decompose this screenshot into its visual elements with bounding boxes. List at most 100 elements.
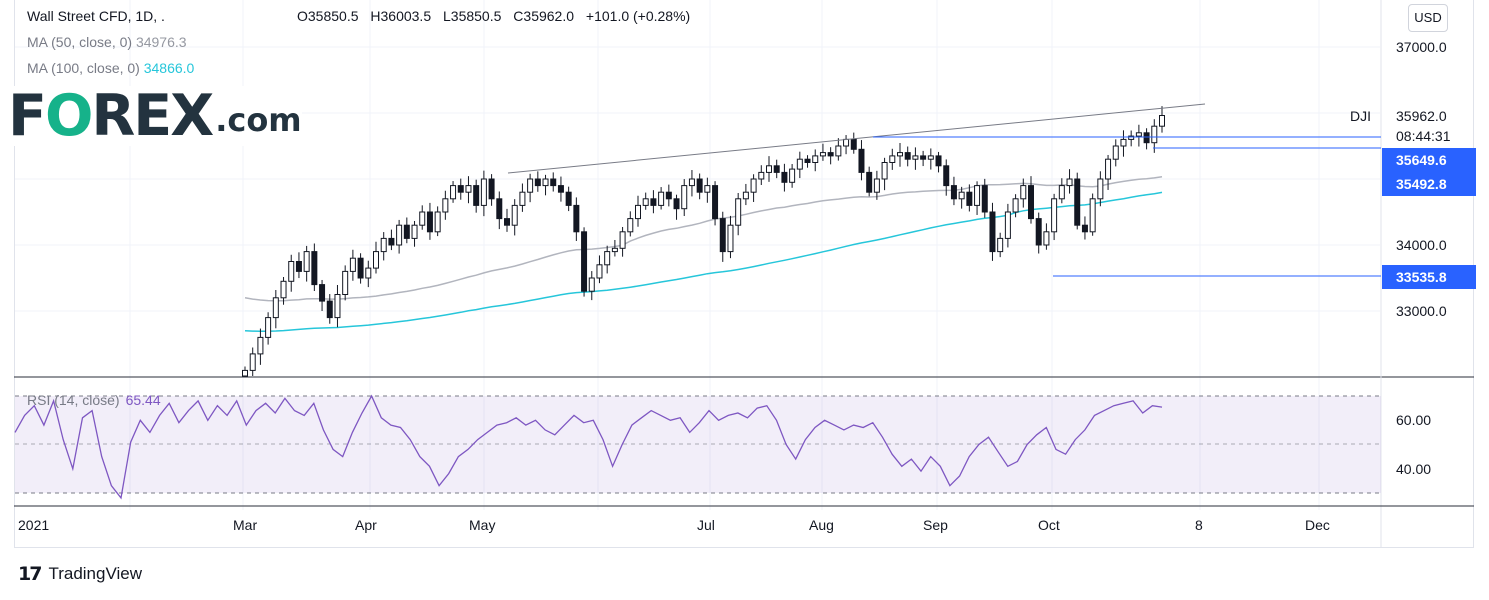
candle-body xyxy=(619,231,626,249)
candle-body xyxy=(658,191,665,206)
candle-body xyxy=(1066,178,1073,187)
candle-body xyxy=(1112,145,1119,160)
ohlc-open: O35850.5 xyxy=(297,8,359,24)
candle-body xyxy=(527,178,534,193)
candle-body xyxy=(812,155,819,163)
candle-body xyxy=(742,191,749,200)
candle-body xyxy=(681,185,688,210)
time-tick: Jul xyxy=(697,517,715,533)
candle-body xyxy=(504,218,510,226)
candle-body xyxy=(373,251,379,269)
ticker-label: DJI xyxy=(1350,108,1371,124)
price-tick: 33000.0 xyxy=(1396,303,1447,319)
candle-body xyxy=(519,191,526,206)
candle-body xyxy=(1058,185,1065,200)
time-tick: Aug xyxy=(809,517,834,533)
rsi-tick: 60.00 xyxy=(1396,412,1432,428)
candle-body xyxy=(334,294,341,319)
candle-body xyxy=(642,198,649,206)
candle-body xyxy=(850,138,857,150)
brand-letter-f: F xyxy=(8,83,47,149)
candle-body xyxy=(974,185,981,206)
ohlc-change: +101.0 (+0.28%) xyxy=(585,8,691,24)
time-tick: Apr xyxy=(355,517,377,533)
last-price-label: 35962.0 xyxy=(1396,108,1447,124)
candle-body xyxy=(735,198,742,226)
level-label-33535: 33535.8 xyxy=(1382,265,1476,289)
candle-body xyxy=(1028,185,1034,220)
candle-body xyxy=(958,191,965,200)
candle-body xyxy=(596,264,603,279)
candle-body xyxy=(450,185,457,200)
time-tick: Oct xyxy=(1038,517,1060,533)
time-tick: Mar xyxy=(233,517,258,533)
rsi-line xyxy=(14,394,1163,500)
candle-body xyxy=(357,257,364,279)
candle-body xyxy=(1089,198,1096,233)
candle-body xyxy=(712,185,719,220)
tradingview-logo-text: TradingView xyxy=(48,564,143,583)
candle-body xyxy=(804,158,811,163)
time-tick: Sep xyxy=(923,517,948,533)
candle-body xyxy=(719,218,726,253)
symbol-title[interactable]: Wall Street CFD, 1D, . xyxy=(27,8,165,24)
candle-body xyxy=(396,224,403,246)
price-axis[interactable]: 37000.0 34000.0 33000.0 35962.0 08:44:31… xyxy=(1382,0,1476,377)
bar-countdown: 08:44:31 xyxy=(1396,128,1451,144)
candle-body xyxy=(288,261,295,282)
candle-body xyxy=(1074,178,1081,226)
ma100-legend[interactable]: MA (100, close, 0) 34866.0 xyxy=(27,60,194,76)
rising-trend-line[interactable] xyxy=(507,103,1206,174)
candle-body xyxy=(835,145,842,157)
candle-body xyxy=(966,191,973,206)
candle-body xyxy=(1151,125,1158,144)
ma100-value: 34866.0 xyxy=(143,60,195,76)
candle-body xyxy=(665,191,672,200)
candle-body xyxy=(1020,185,1027,200)
candle-body xyxy=(403,224,410,239)
ma100-label: MA (100, close, 0) xyxy=(27,60,140,76)
candle-body xyxy=(750,178,757,193)
currency-button[interactable]: USD xyxy=(1408,4,1448,32)
candle-body xyxy=(1043,231,1050,246)
candle-body xyxy=(920,155,927,160)
candle-body xyxy=(242,369,248,377)
candle-body xyxy=(542,178,549,187)
ohlc-readout: O35850.5 H36003.5 L35850.5 C35962.0 +101… xyxy=(297,8,698,24)
candle-body xyxy=(904,152,911,160)
candle-body xyxy=(1120,138,1127,147)
candle-body xyxy=(342,270,349,295)
candle-body xyxy=(419,211,426,226)
candle-body xyxy=(796,158,803,170)
brand-letter-o: O xyxy=(44,83,93,149)
rsi-tick: 40.00 xyxy=(1396,461,1432,477)
time-axis[interactable]: 2021 Mar Apr May Jul Aug Sep Oct 8 Dec xyxy=(14,507,1381,547)
rsi-legend[interactable]: RSI (14, close) 65.44 xyxy=(27,392,161,408)
candle-body xyxy=(388,237,395,246)
candle-body xyxy=(511,204,518,226)
candle-body xyxy=(997,237,1004,253)
ma100-line xyxy=(244,191,1163,333)
forex-logo: F O REX .com xyxy=(8,83,302,149)
candle-body xyxy=(981,185,988,213)
candle-body xyxy=(496,198,503,220)
candle-body xyxy=(488,178,495,200)
tradingview-logo[interactable]: 17 TradingView xyxy=(18,563,142,585)
candle-body xyxy=(303,251,310,272)
tradingview-logo-icon: 17 xyxy=(18,563,42,585)
candle-body xyxy=(1035,218,1042,246)
candle-body xyxy=(457,185,464,193)
candle-body xyxy=(635,204,641,220)
rsi-value: 65.44 xyxy=(125,392,161,408)
candle-body xyxy=(280,280,287,299)
candle-body xyxy=(534,178,541,187)
candle-body xyxy=(673,198,680,210)
ma50-legend[interactable]: MA (50, close, 0) 34976.3 xyxy=(27,34,187,50)
candle-body xyxy=(927,155,934,160)
candle-body xyxy=(1097,178,1104,200)
candle-body xyxy=(565,191,572,206)
candle-body xyxy=(434,211,441,233)
ma50-label: MA (50, close, 0) xyxy=(27,34,133,50)
time-tick: 2021 xyxy=(18,517,50,533)
